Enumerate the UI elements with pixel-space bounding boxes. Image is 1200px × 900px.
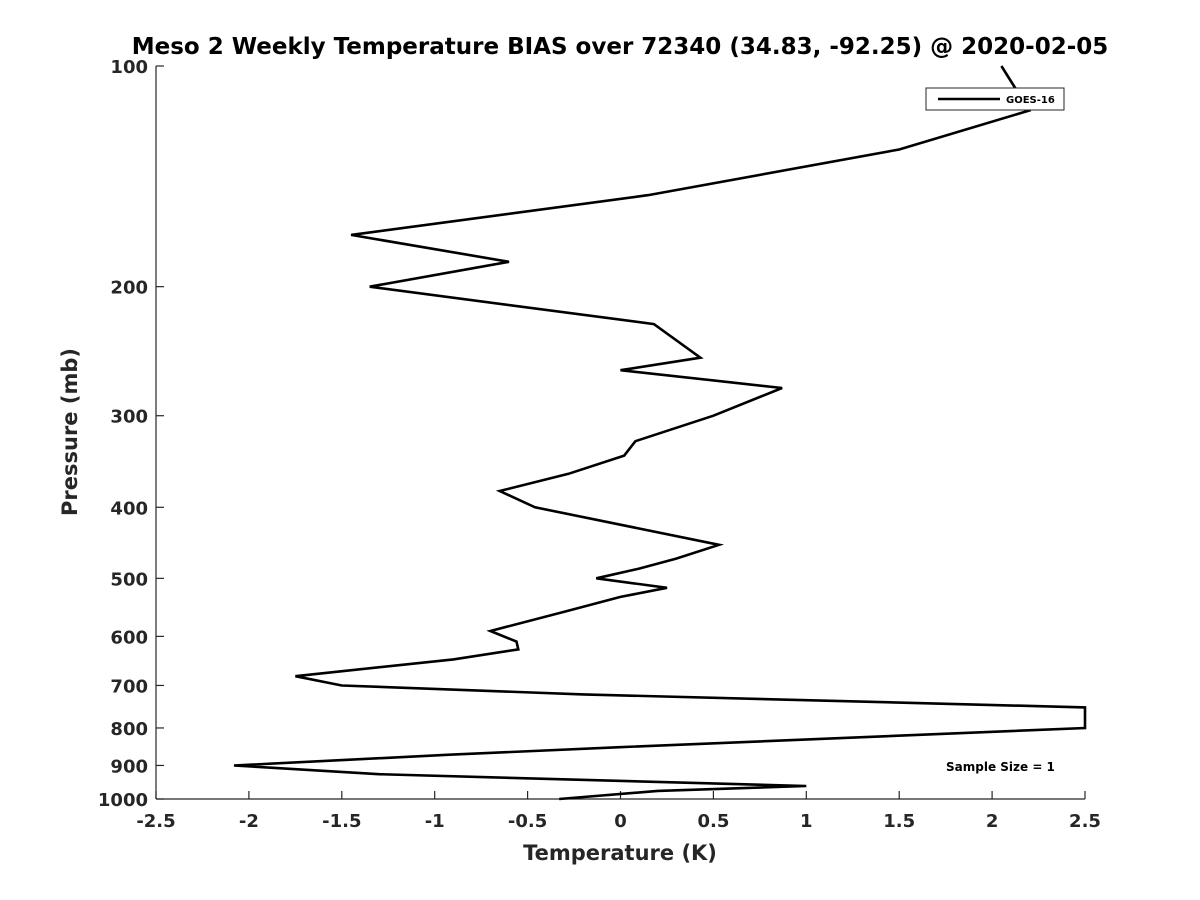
y-tick-label: 200 — [110, 278, 148, 299]
legend-entry-label: GOES-16 — [1006, 95, 1055, 106]
y-tick-label: 700 — [110, 676, 148, 697]
x-ticks: -2.5 -2 -1.5 -1 -0.5 0 0.5 1 1.5 2 2.5 — [136, 791, 1101, 832]
x-tick-label: 1 — [800, 811, 813, 832]
chart-title: Meso 2 Weekly Temperature BIAS over 7234… — [132, 34, 1109, 60]
series-line-goes-16 — [233, 65, 1087, 801]
legend: GOES-16 — [925, 87, 1065, 111]
x-tick-label: -2 — [239, 811, 259, 832]
x-tick-label: 2.5 — [1069, 811, 1101, 832]
y-tick-label: 900 — [110, 756, 148, 777]
x-tick-label: -1 — [425, 811, 445, 832]
plot-area — [156, 66, 1085, 799]
y-tick-label: 100 — [110, 57, 148, 78]
x-tick-label: -0.5 — [508, 811, 547, 832]
x-axis-label: Temperature (K) — [523, 841, 717, 865]
x-tick-label: -2.5 — [136, 811, 175, 832]
x-tick-label: 1.5 — [883, 811, 915, 832]
y-tick-label: 500 — [110, 569, 148, 590]
y-tick-label: 400 — [110, 498, 148, 519]
y-tick-label: 800 — [110, 719, 148, 740]
x-tick-label: 0.5 — [697, 811, 729, 832]
y-tick-label: 1000 — [98, 790, 148, 811]
y-tick-label: 600 — [110, 627, 148, 648]
x-tick-label: 2 — [986, 811, 999, 832]
x-tick-label: 0 — [614, 811, 627, 832]
y-axis-label: Pressure (mb) — [58, 348, 82, 516]
y-ticks: 100 200 300 400 500 600 700 800 900 1000 — [98, 57, 164, 811]
sample-size-annotation: Sample Size = 1 — [946, 760, 1055, 774]
y-tick-label: 300 — [110, 407, 148, 428]
x-tick-label: -1.5 — [322, 811, 361, 832]
